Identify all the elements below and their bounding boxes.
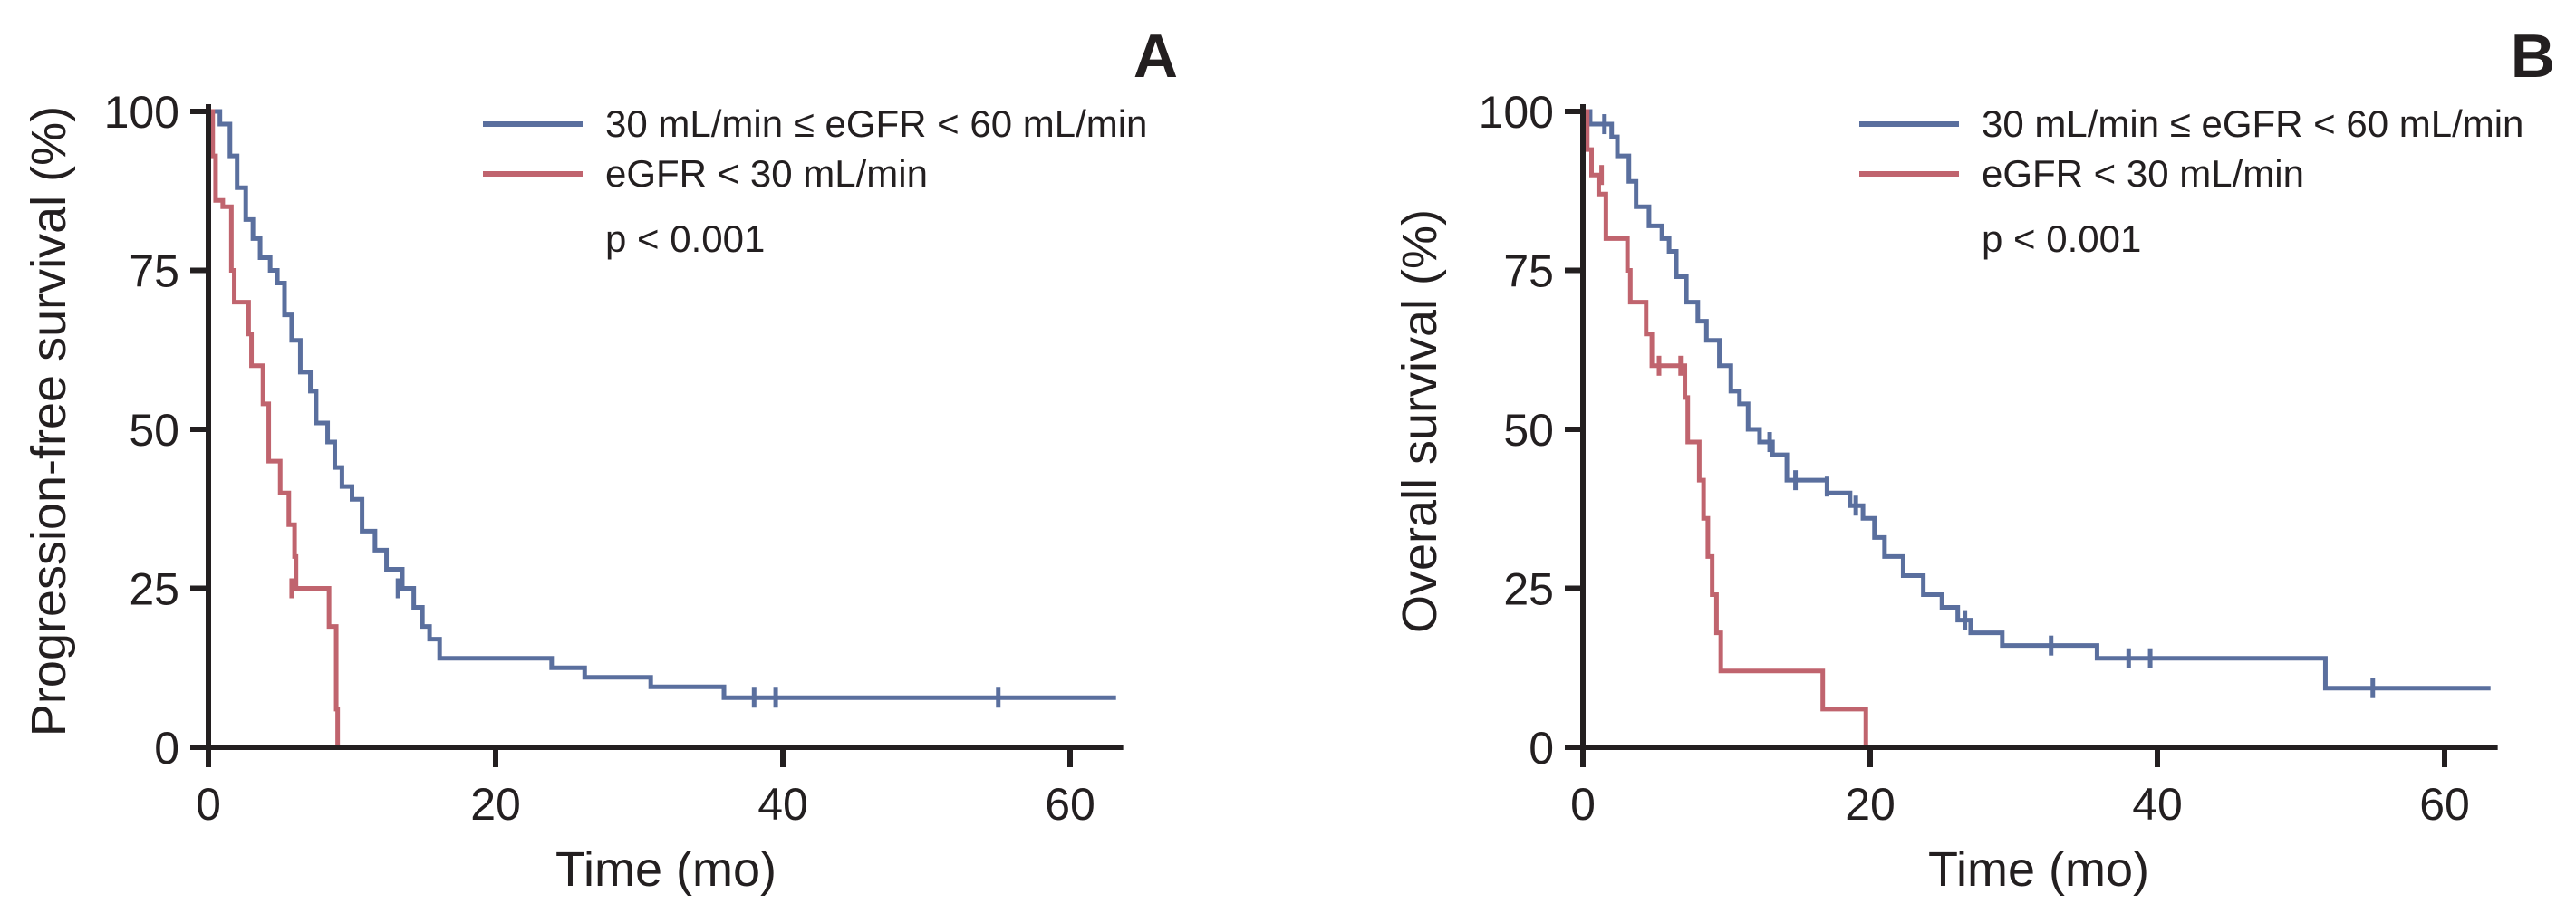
p-value-annotation: p < 0.001: [1982, 217, 2141, 260]
legend-label-series-1: 30 mL/min ≤ eGFR < 60 mL/min: [605, 102, 1147, 145]
x-ticks: 0 20 40 60: [1570, 747, 2470, 830]
km-curve-series-2: [208, 109, 341, 747]
x-tick-label: 60: [2419, 779, 2470, 830]
y-tick-label: 0: [154, 723, 179, 774]
y-tick-label: 0: [1529, 723, 1554, 774]
legend-label-series-1: 30 mL/min ≤ eGFR < 60 mL/min: [1982, 102, 2523, 145]
y-ticks: 0 25 50 75 100: [1479, 87, 1583, 774]
x-axis-title: Time (mo): [555, 842, 777, 897]
km-curve-series-1: [1583, 109, 2491, 691]
y-tick-label: 75: [1503, 246, 1554, 297]
x-tick-label: 60: [1045, 779, 1095, 830]
x-ticks: 0 20 40 60: [196, 747, 1095, 830]
p-value-annotation: p < 0.001: [605, 217, 765, 260]
y-axis-title: Progression-free survival (%): [22, 106, 76, 736]
km-curve-series-1: [208, 109, 1116, 700]
panel-b: B Overall survival (%) Time (mo) 0 25 50 75…: [1393, 22, 2555, 897]
panel-a: A Progression-free survival (%) Time (mo…: [22, 22, 1178, 897]
curves: [208, 109, 1116, 747]
y-tick-label: 25: [1503, 564, 1554, 615]
y-axis-title: Overall survival (%): [1393, 209, 1447, 633]
y-tick-label: 100: [1479, 87, 1554, 138]
x-axis-title: Time (mo): [1928, 842, 2149, 897]
y-tick-label: 25: [129, 564, 179, 615]
x-tick-label: 0: [1570, 779, 1596, 830]
y-tick-label: 50: [129, 405, 179, 456]
x-tick-label: 40: [757, 779, 808, 830]
legend: 30 mL/min ≤ eGFR < 60 mL/min eGFR < 30 m…: [1859, 102, 2523, 260]
x-tick-label: 0: [196, 779, 221, 830]
km-curve-series-2: [1583, 109, 1868, 747]
legend-label-series-2: eGFR < 30 mL/min: [1982, 152, 2304, 195]
legend: 30 mL/min ≤ eGFR < 60 mL/min eGFR < 30 m…: [483, 102, 1147, 260]
curves: [1583, 109, 2491, 747]
y-ticks: 0 25 50 75 100: [104, 87, 208, 774]
legend-label-series-2: eGFR < 30 mL/min: [605, 152, 928, 195]
y-tick-label: 75: [129, 246, 179, 297]
x-tick-label: 40: [2132, 779, 2183, 830]
panel-label: A: [1134, 22, 1178, 91]
panel-label: B: [2511, 22, 2555, 91]
y-tick-label: 100: [104, 87, 179, 138]
y-tick-label: 50: [1503, 405, 1554, 456]
x-tick-label: 20: [1845, 779, 1896, 830]
x-tick-label: 20: [470, 779, 521, 830]
